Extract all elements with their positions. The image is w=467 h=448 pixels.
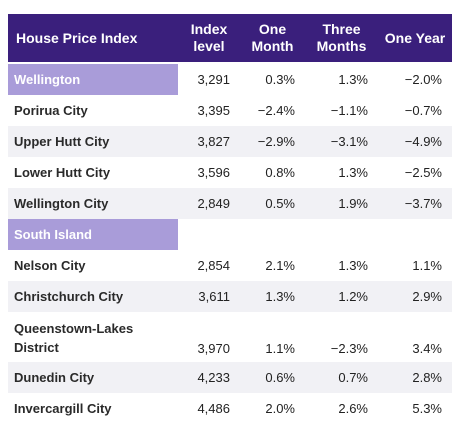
value-cell [240, 219, 305, 250]
value-cell: 3,596 [197, 165, 230, 180]
value-cell: −0.7% [404, 103, 442, 118]
name-cell: Lower Hutt City [14, 165, 111, 180]
value-cell: 3,970 [197, 341, 230, 356]
data-row: Christchurch City 3,611 1.3% 1.2% 2.9% [8, 281, 452, 312]
value-cell: 0.3% [265, 72, 295, 87]
region-row: Wellington 3,291 0.3% 1.3% −2.0% [8, 64, 452, 95]
value-cell [305, 219, 378, 250]
value-cell: −2.5% [404, 165, 442, 180]
value-cell [378, 219, 452, 250]
value-cell: 2.9% [412, 289, 442, 304]
value-cell: −1.1% [330, 103, 368, 118]
data-row: Wellington City 2,849 0.5% 1.9% −3.7% [8, 188, 452, 219]
value-cell: 2,849 [197, 196, 230, 211]
value-cell: 1.2% [338, 289, 368, 304]
value-cell: 1.3% [338, 165, 368, 180]
value-cell: −2.9% [257, 134, 295, 149]
value-cell: 0.6% [265, 370, 295, 385]
name-cell: Wellington [8, 64, 178, 95]
value-cell: 3,827 [197, 134, 230, 149]
value-cell [178, 219, 240, 250]
value-cell: 1.3% [338, 72, 368, 87]
name-cell: South Island [8, 219, 178, 250]
header-cell: House Price Index [16, 29, 138, 46]
value-cell: 3,291 [197, 72, 230, 87]
house-price-table: House Price Index Index level One Month Thr… [8, 14, 452, 424]
header-row: House Price Index Index level One Month Thr… [8, 14, 452, 62]
value-cell: 2.8% [412, 370, 442, 385]
value-cell: −2.4% [257, 103, 295, 118]
name-cell: Nelson City [14, 258, 86, 273]
header-cell: Three Months [316, 21, 367, 54]
value-cell: −3.1% [330, 134, 368, 149]
value-cell: 4,486 [197, 401, 230, 416]
value-cell: 1.3% [338, 258, 368, 273]
value-cell: 1.1% [265, 341, 295, 356]
value-cell: −4.9% [404, 134, 442, 149]
value-cell: 0.5% [265, 196, 295, 211]
header-cell: One Year [384, 29, 446, 46]
value-cell: 1.3% [265, 289, 295, 304]
header-cell: Index level [190, 21, 228, 54]
value-cell: 2,854 [197, 258, 230, 273]
data-row: Dunedin City 4,233 0.6% 0.7% 2.8% [8, 362, 452, 393]
value-cell: 5.3% [412, 401, 442, 416]
value-cell: 4,233 [197, 370, 230, 385]
value-cell: −3.7% [404, 196, 442, 211]
value-cell: 0.7% [338, 370, 368, 385]
name-cell: Dunedin City [14, 370, 95, 385]
name-cell: Invercargill City [14, 401, 112, 416]
name-cell: Wellington City [14, 196, 109, 211]
value-cell: −2.3% [330, 341, 368, 356]
value-cell: 3.4% [412, 341, 442, 356]
value-cell: 3,611 [198, 289, 230, 304]
value-cell: 2.6% [338, 401, 368, 416]
value-cell: 1.1% [412, 258, 442, 273]
data-row: Invercargill City 4,486 2.0% 2.6% 5.3% [8, 393, 452, 424]
value-cell: 2.1% [265, 258, 295, 273]
data-row: Porirua City 3,395 −2.4% −1.1% −0.7% [8, 95, 452, 126]
region-row: South Island [8, 219, 452, 250]
value-cell: −2.0% [404, 72, 442, 87]
name-cell: Queenstown-Lakes District [14, 321, 134, 355]
value-cell: 2.0% [265, 401, 295, 416]
data-row: Lower Hutt City 3,596 0.8% 1.3% −2.5% [8, 157, 452, 188]
data-row: Queenstown-Lakes District 3,970 1.1% −2.3% 3… [8, 312, 452, 362]
name-cell: Christchurch City [14, 289, 124, 304]
value-cell: 1.9% [338, 196, 368, 211]
value-cell: 0.8% [265, 165, 295, 180]
name-cell: Porirua City [14, 103, 88, 118]
data-row: Upper Hutt City 3,827 −2.9% −3.1% −4.9% [8, 126, 452, 157]
name-cell: Upper Hutt City [14, 134, 110, 149]
header-cell: One Month [251, 21, 294, 54]
data-row: Nelson City 2,854 2.1% 1.3% 1.1% [8, 250, 452, 281]
value-cell: 3,395 [197, 103, 230, 118]
